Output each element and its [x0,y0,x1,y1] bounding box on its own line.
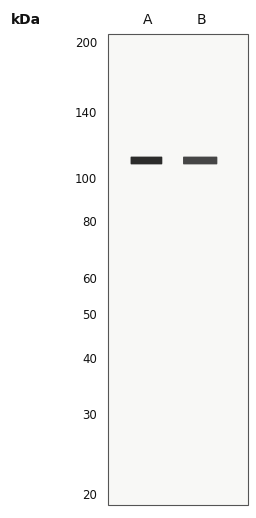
Text: 20: 20 [82,488,97,501]
Text: 50: 50 [82,309,97,322]
Text: 60: 60 [82,273,97,286]
Text: 100: 100 [75,172,97,185]
Text: kDa: kDa [10,13,41,27]
Text: 200: 200 [75,37,97,50]
Text: A: A [142,13,152,27]
Bar [108,34,248,505]
Text: 140: 140 [75,107,97,120]
Text: 40: 40 [82,353,97,366]
FancyBboxPatch shape [183,156,217,164]
FancyBboxPatch shape [131,156,162,164]
Text: 80: 80 [82,217,97,229]
Text: 30: 30 [82,409,97,422]
Text: B: B [196,13,206,27]
